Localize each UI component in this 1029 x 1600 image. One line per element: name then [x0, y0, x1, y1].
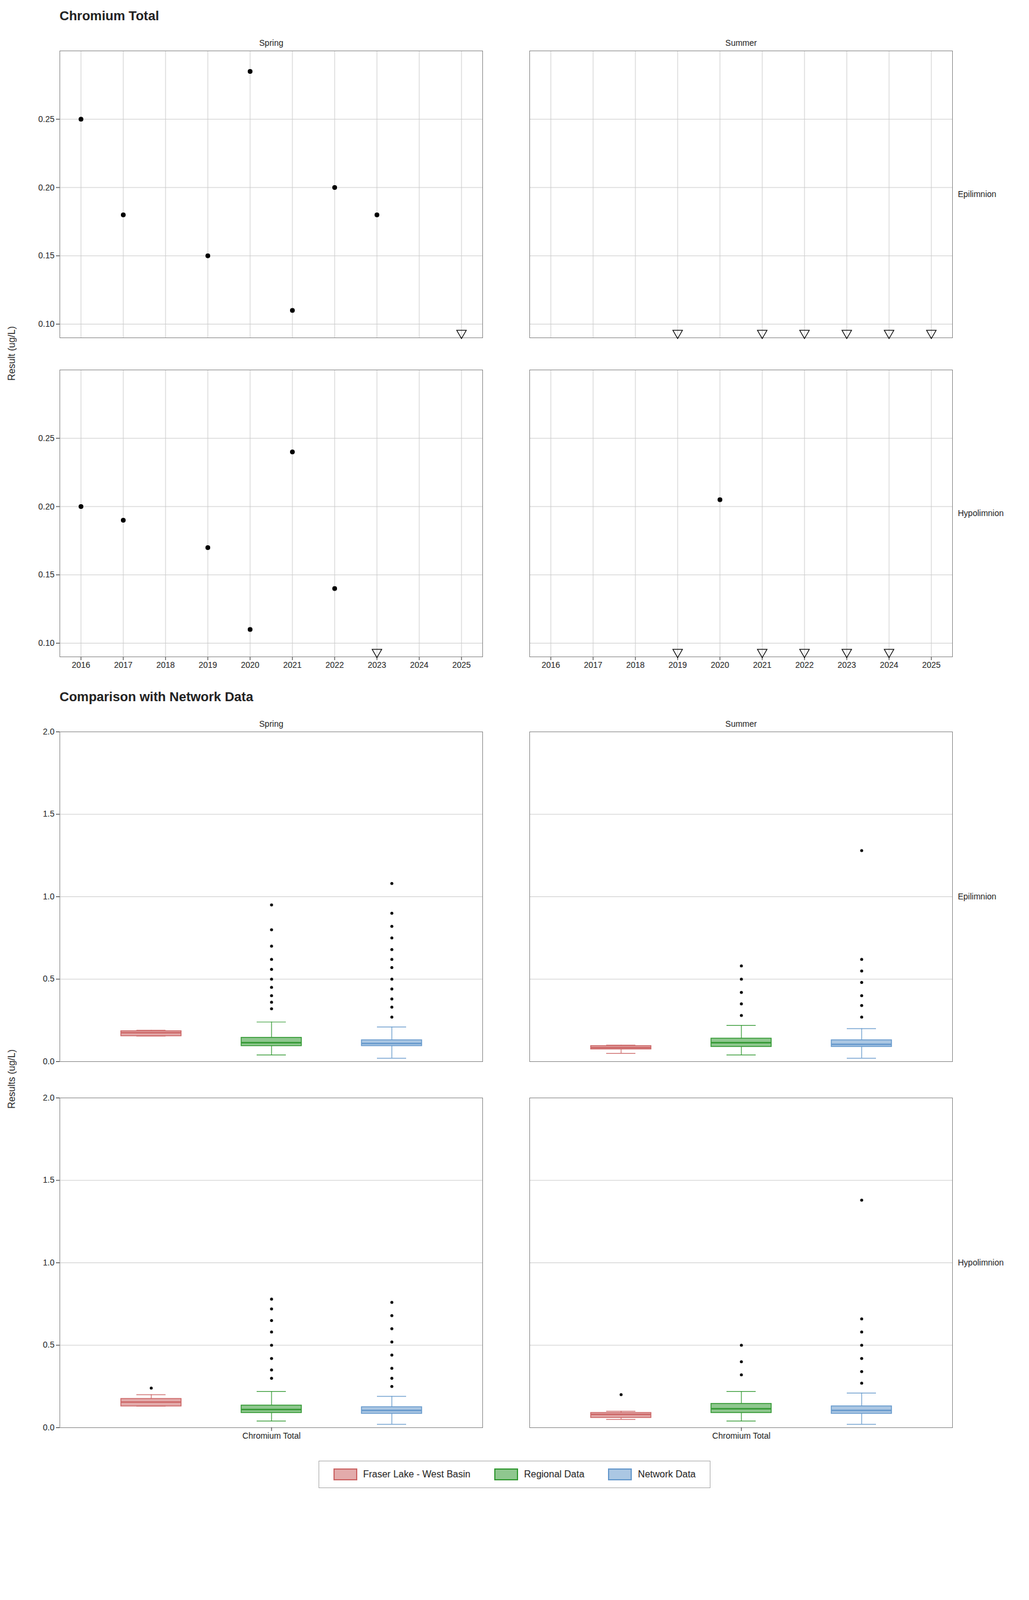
svg-text:2016: 2016	[541, 660, 560, 670]
svg-text:Epilimnion: Epilimnion	[958, 892, 997, 902]
svg-text:2023: 2023	[367, 660, 386, 670]
svg-text:2025: 2025	[451, 660, 471, 670]
svg-text:0.15: 0.15	[38, 250, 55, 261]
svg-text:1.0: 1.0	[42, 892, 55, 902]
svg-text:2020: 2020	[240, 660, 260, 670]
svg-text:Epilimnion: Epilimnion	[958, 189, 997, 199]
html-text:Result (ug/L): Result (ug/L)	[6, 326, 17, 381]
svg-text:2021: 2021	[752, 660, 772, 670]
svg-text:0.0: 0.0	[42, 1056, 55, 1067]
svg-text:2024: 2024	[879, 660, 898, 670]
svg-text:0.15: 0.15	[38, 569, 55, 580]
svg-text:Chromium Total: Chromium Total	[242, 1431, 301, 1442]
svg-text:2016: 2016	[71, 660, 90, 670]
svg-text:0.25: 0.25	[38, 114, 55, 124]
svg-text:2023: 2023	[837, 660, 856, 670]
svg-text:Summer: Summer	[725, 719, 757, 729]
svg-text:2022: 2022	[794, 660, 814, 670]
svg-text:Hypolimnion: Hypolimnion	[958, 508, 1004, 519]
svg-text:0.10: 0.10	[38, 638, 55, 648]
svg-text:2.0: 2.0	[42, 727, 55, 737]
svg-text:1.0: 1.0	[42, 1258, 55, 1268]
svg-text:Spring: Spring	[259, 38, 283, 48]
svg-text:0.10: 0.10	[38, 319, 55, 329]
svg-text:Chromium Total: Chromium Total	[712, 1431, 771, 1442]
html-text:Results (ug/L): Results (ug/L)	[6, 1049, 17, 1110]
html-text:Comparison with Network Data: Comparison with Network Data	[59, 689, 254, 705]
svg-text:2021: 2021	[282, 660, 302, 670]
svg-text:2017: 2017	[113, 660, 133, 670]
svg-text:1.5: 1.5	[42, 809, 55, 819]
svg-text:0.5: 0.5	[42, 1340, 55, 1350]
svg-text:2018: 2018	[156, 660, 175, 670]
html-text:Fraser Lake - West Basin: Fraser Lake - West Basin	[363, 1469, 471, 1480]
svg-text:2.0: 2.0	[42, 1093, 55, 1103]
svg-text:2019: 2019	[198, 660, 217, 670]
html-text:Network Data: Network Data	[637, 1469, 696, 1480]
svg-text:2025: 2025	[921, 660, 941, 670]
svg-text:1.5: 1.5	[42, 1175, 55, 1186]
svg-text:0.20: 0.20	[38, 182, 55, 193]
svg-text:2017: 2017	[583, 660, 603, 670]
svg-text:0.0: 0.0	[42, 1423, 55, 1433]
svg-text:2020: 2020	[710, 660, 729, 670]
html-text:Regional Data: Regional Data	[523, 1469, 585, 1480]
html-text:Chromium Total: Chromium Total	[59, 8, 159, 24]
svg-text:0.5: 0.5	[42, 974, 55, 984]
svg-text:2019: 2019	[668, 660, 687, 670]
svg-text:Hypolimnion: Hypolimnion	[958, 1258, 1004, 1268]
svg-text:2022: 2022	[325, 660, 344, 670]
svg-text:Summer: Summer	[725, 38, 757, 48]
svg-text:Spring: Spring	[259, 719, 283, 729]
svg-text:2024: 2024	[409, 660, 429, 670]
svg-text:2018: 2018	[625, 660, 645, 670]
svg-text:0.20: 0.20	[38, 501, 55, 512]
svg-text:0.25: 0.25	[38, 433, 55, 444]
